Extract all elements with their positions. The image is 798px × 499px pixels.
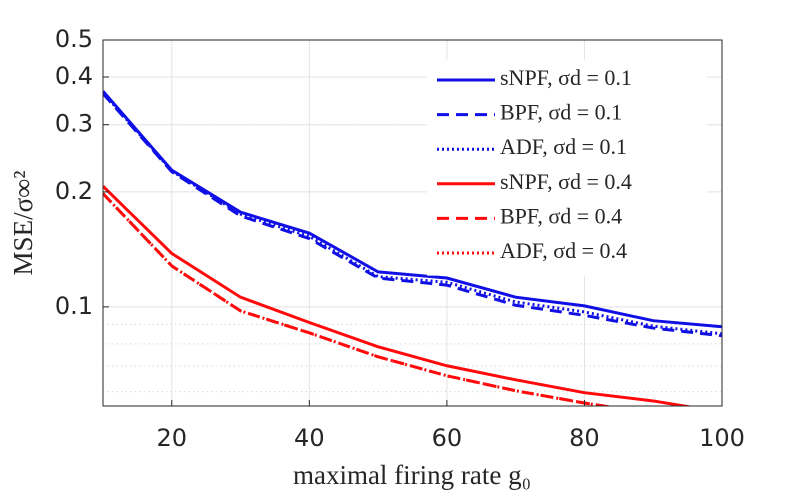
legend-label: sNPF, σd = 0.4 — [500, 169, 632, 194]
y-tick-label: 0.3 — [55, 110, 93, 138]
legend-label: sNPF, σd = 0.1 — [500, 65, 632, 90]
legend-label: ADF, σd = 0.4 — [500, 238, 627, 263]
x-tick-label: 100 — [699, 424, 745, 452]
series-line — [103, 185, 694, 406]
legend-box — [427, 60, 707, 276]
x-tick-label: 40 — [294, 424, 325, 452]
y-tick-label: 0.5 — [55, 25, 93, 53]
y-tick-label: 0.1 — [55, 292, 93, 320]
y-tick-label: 0.2 — [55, 177, 93, 205]
x-tick-label: 60 — [432, 424, 463, 452]
x-axis-label: maximal firing rate g₀ — [293, 460, 531, 490]
series-line — [103, 192, 614, 406]
y-axis-label: MSE/σ∞² — [8, 171, 38, 276]
x-tick-label: 20 — [157, 424, 188, 452]
y-tick-label: 0.4 — [55, 62, 93, 90]
series-line — [103, 90, 722, 329]
legend-label: BPF, σd = 0.1 — [500, 100, 622, 125]
axes-box — [102, 39, 723, 407]
legend-label: BPF, σd = 0.4 — [500, 203, 622, 228]
series-line — [103, 91, 722, 336]
legend-label: ADF, σd = 0.1 — [500, 134, 627, 159]
x-tick-label: 80 — [569, 424, 600, 452]
